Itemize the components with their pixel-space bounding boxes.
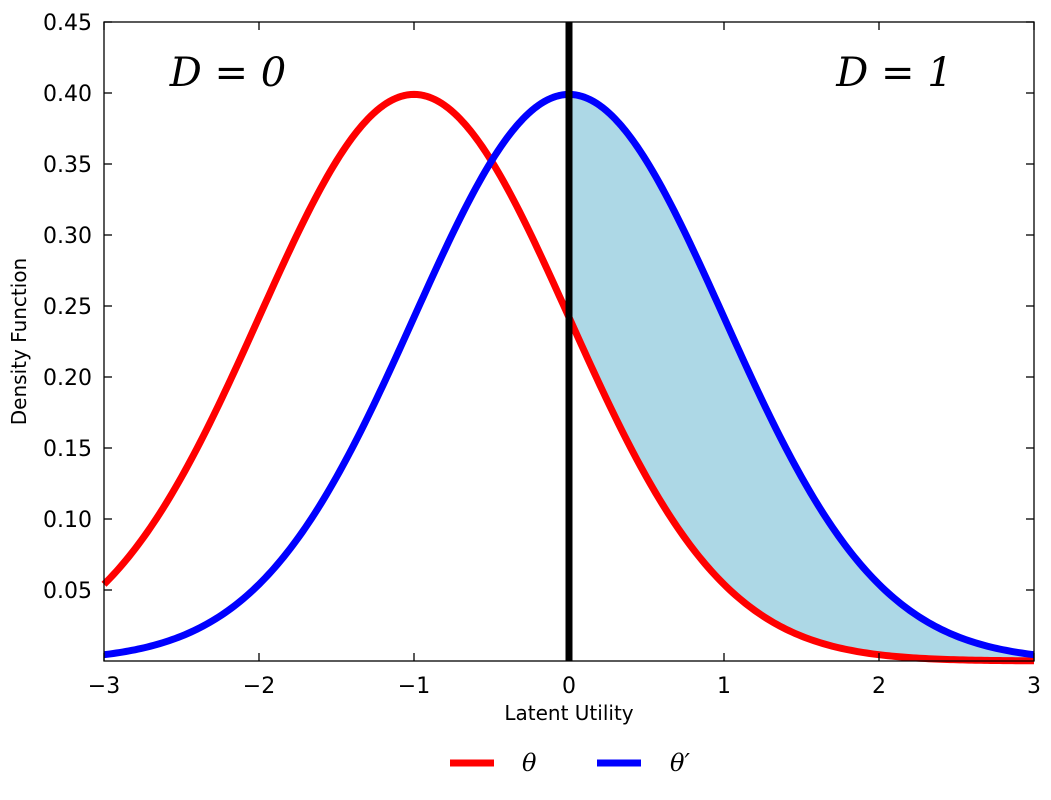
- x-tick-label: −1: [398, 674, 430, 699]
- y-tick-label: 0.10: [43, 508, 92, 533]
- y-tick-label: 0.35: [43, 153, 92, 178]
- x-tick-label: 2: [872, 674, 886, 699]
- x-axis-label: Latent Utility: [504, 701, 633, 725]
- y-tick-label: 0.15: [43, 437, 92, 462]
- x-tick-label: −2: [243, 674, 275, 699]
- x-tick-label: 3: [1027, 674, 1041, 699]
- y-axis-label: Density Function: [7, 258, 31, 425]
- annotation-d0: D = 0: [169, 50, 286, 96]
- y-tick-label: 0.20: [43, 366, 92, 391]
- x-tick-label: −3: [88, 674, 120, 699]
- y-tick-label: 0.30: [43, 224, 92, 249]
- annotation-d1: D = 1: [835, 50, 952, 96]
- x-tick-label: 0: [562, 674, 576, 699]
- legend: θ θ′: [450, 749, 690, 777]
- y-tick-label: 0.05: [43, 579, 92, 604]
- y-tick-label: 0.40: [43, 82, 92, 107]
- x-tick-label: 1: [717, 674, 731, 699]
- y-tick-label: 0.25: [43, 295, 92, 320]
- shaded-region: [569, 94, 1034, 661]
- y-tick-label: 0.45: [43, 11, 92, 36]
- legend-label: θ: [522, 749, 537, 777]
- legend-label: θ′: [670, 749, 690, 777]
